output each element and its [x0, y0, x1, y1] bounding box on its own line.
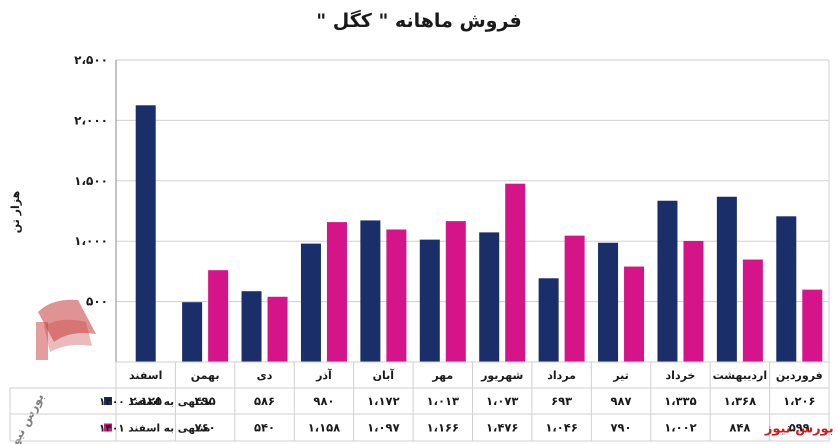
bar-1 [716, 196, 737, 362]
y-tick-label: ۲،۰۰۰ [74, 113, 108, 127]
y-tick-label: ۱،۰۰۰ [74, 234, 108, 248]
bar-1 [360, 220, 381, 362]
bar-2 [208, 270, 229, 362]
bar-2 [386, 229, 407, 362]
bar-1 [657, 200, 678, 362]
data-label: ۱،۴۷۶ [486, 421, 518, 435]
y-tick-label: ۵۰۰ [86, 295, 108, 309]
data-label: ۷۶۰ [195, 421, 216, 435]
bar-2 [683, 240, 704, 362]
watermark-logo: بورس نیوز [4, 299, 96, 444]
bar-1 [419, 239, 440, 362]
bar-2 [505, 183, 526, 362]
bar-1 [538, 278, 559, 362]
logo-text: بورس نیوز [4, 391, 48, 444]
data-label: ۱،۱۶۶ [427, 421, 459, 435]
bar-1 [241, 291, 262, 362]
category-label: مهر [431, 369, 453, 382]
bars-group [135, 105, 823, 363]
data-label: ۱،۳۶۸ [724, 394, 756, 408]
data-label: ۷۹۰ [611, 421, 632, 435]
bar-2 [326, 222, 347, 362]
data-label: ۱،۰۰۲ [664, 421, 696, 435]
category-label: آذر [315, 368, 332, 382]
y-tick-label: ۲،۵۰۰ [74, 53, 108, 67]
data-label: ۱،۱۷۲ [367, 394, 399, 408]
bar-1 [182, 302, 203, 362]
legend-label: منتهی به اسفند ۱۴۰۱ [99, 423, 210, 435]
legend-swatch-1 [104, 397, 112, 405]
legend-label: منتهی به اسفند ۱۴۰۰ [99, 396, 210, 408]
bar-1 [135, 105, 156, 363]
bar-1 [479, 232, 500, 362]
data-label: ۵۹۹ [789, 421, 810, 435]
data-label: ۵۴۰ [254, 421, 275, 435]
data-label: ۸۴۸ [729, 421, 750, 435]
logo-mark [44, 319, 92, 352]
bar-1 [598, 242, 619, 362]
chart-title: فروش ماهانه " کگل " [316, 9, 521, 32]
data-label: ۱،۰۷۳ [486, 394, 518, 408]
category-label: مرداد [547, 369, 576, 382]
legend-swatch-2 [104, 423, 112, 432]
category-label: خرداد [666, 369, 696, 382]
y-tick-label: ۱،۵۰۰ [74, 174, 108, 188]
data-label: ۱،۰۱۳ [427, 394, 459, 408]
category-label: دی [257, 369, 273, 382]
data-label: ۴۹۵ [195, 394, 216, 408]
category-label: فروردین [776, 369, 823, 382]
data-label: ۶۹۳ [551, 394, 572, 408]
category-label: اردیبهشت [713, 369, 767, 382]
data-label: ۱،۲۰۶ [783, 394, 815, 408]
data-table: فروردین اردیبهشت خرداد تیر مرداد شهریور مهر آبا… [9, 361, 834, 442]
category-label: اسفند [129, 369, 162, 382]
logo-mark [38, 299, 96, 342]
bar-2 [802, 289, 823, 362]
data-label: ۱،۱۵۸ [308, 421, 340, 435]
bar-1 [300, 243, 321, 362]
brand-name: بورس نیوز [764, 422, 834, 437]
data-label: ۹۸۷ [611, 394, 632, 408]
bar-2 [624, 266, 645, 362]
data-label: ۹۸۰ [313, 394, 334, 408]
category-label: شهریور [480, 369, 523, 382]
category-label: بهمن [191, 369, 220, 382]
y-axis-label: هزار تن [9, 191, 22, 233]
data-label: ۱،۳۳۵ [664, 394, 696, 408]
bar-2 [445, 221, 466, 362]
bar-2 [267, 296, 288, 362]
data-label: ۱،۰۴۶ [545, 421, 577, 435]
data-label: ۵۸۶ [254, 394, 275, 408]
gridlines: ۵۰۰ ۱،۰۰۰ ۱،۵۰۰ ۲،۰۰۰ ۲،۵۰۰ [74, 53, 830, 363]
bar-2 [564, 235, 585, 362]
data-label: ۱،۰۹۷ [367, 421, 399, 435]
data-label: ۲،۱۲۵ [129, 394, 161, 408]
bar-2 [742, 259, 763, 362]
category-label: تیر [612, 369, 628, 382]
bar-1 [776, 216, 797, 362]
logo-mark [36, 322, 48, 360]
category-label: آبان [373, 368, 395, 382]
